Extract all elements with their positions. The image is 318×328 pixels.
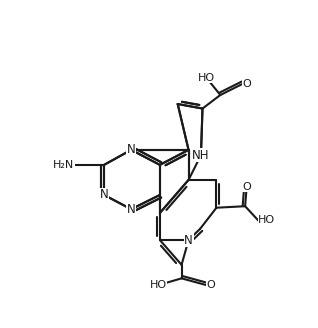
Text: H₂N: H₂N: [53, 160, 75, 170]
Text: HO: HO: [198, 73, 215, 83]
Text: N: N: [100, 189, 108, 201]
Text: O: O: [206, 280, 215, 290]
Text: O: O: [243, 79, 252, 89]
Text: N: N: [127, 143, 135, 156]
Text: HO: HO: [258, 215, 275, 225]
Text: NH: NH: [192, 149, 210, 162]
Text: HO: HO: [150, 280, 167, 290]
Text: N: N: [184, 234, 193, 247]
Text: N: N: [127, 203, 135, 216]
Text: O: O: [242, 182, 251, 192]
